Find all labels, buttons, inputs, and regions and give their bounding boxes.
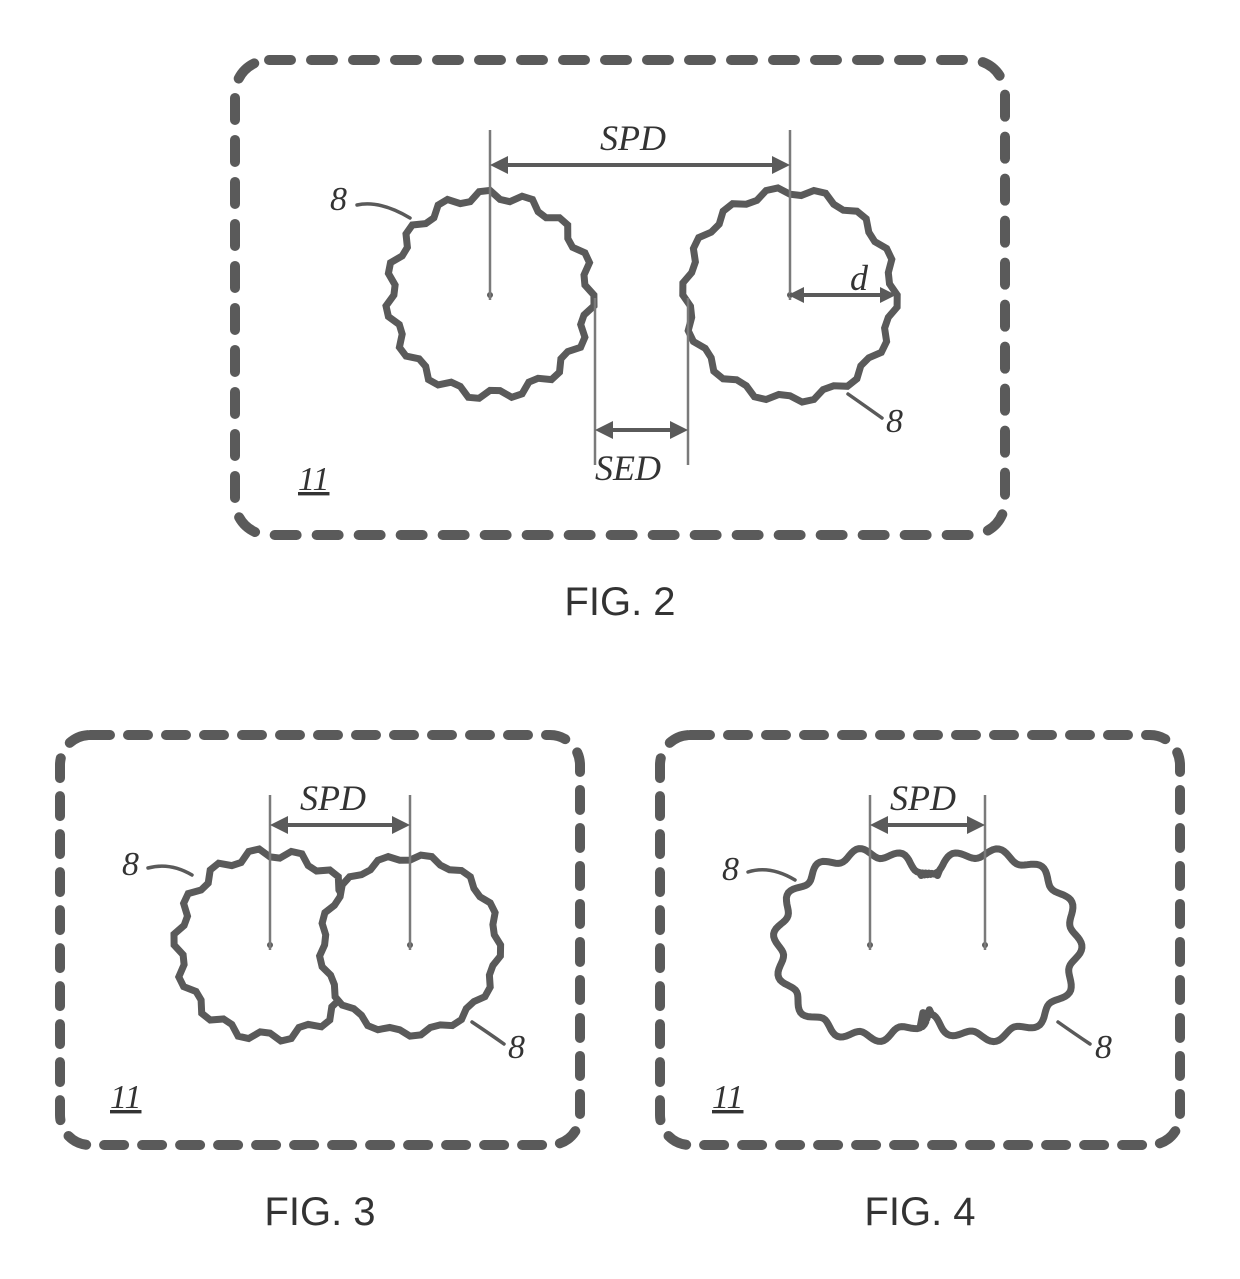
leader-line — [148, 866, 192, 875]
leader-line — [472, 1022, 504, 1044]
arrowhead-icon — [392, 816, 410, 834]
arrowhead-icon — [595, 421, 613, 439]
dimension-label: SED — [595, 448, 661, 488]
reference-number-underlined: 11 — [110, 1079, 141, 1116]
reference-number: 8 — [886, 403, 903, 440]
arrowhead-icon — [670, 421, 688, 439]
reference-number-underlined: 11 — [712, 1079, 743, 1116]
dimension-label: SPD — [300, 778, 366, 818]
figure-caption: FIG. 3 — [264, 1190, 375, 1234]
reference-number: 8 — [1095, 1029, 1112, 1066]
reference-number: 8 — [508, 1029, 525, 1066]
leader-line — [748, 870, 795, 880]
reference-number-underlined: 11 — [298, 461, 329, 498]
dimension-label: SPD — [600, 118, 666, 158]
figure-caption: FIG. 4 — [864, 1190, 975, 1234]
leader-line — [357, 204, 410, 218]
figure-caption: FIG. 2 — [564, 580, 675, 624]
dimension-label: SPD — [890, 778, 956, 818]
reference-number: 8 — [722, 851, 739, 888]
arrowhead-icon — [490, 156, 508, 174]
reference-number: 8 — [122, 846, 139, 883]
radius-label: d — [850, 258, 869, 298]
arrowhead-icon — [870, 816, 888, 834]
merged-spot-shape — [774, 849, 1082, 1042]
arrowhead-icon — [270, 816, 288, 834]
leader-line — [1058, 1022, 1090, 1044]
arrowhead-icon — [772, 156, 790, 174]
leader-line — [848, 394, 882, 418]
arrowhead-icon — [967, 816, 985, 834]
reference-number: 8 — [330, 181, 347, 218]
